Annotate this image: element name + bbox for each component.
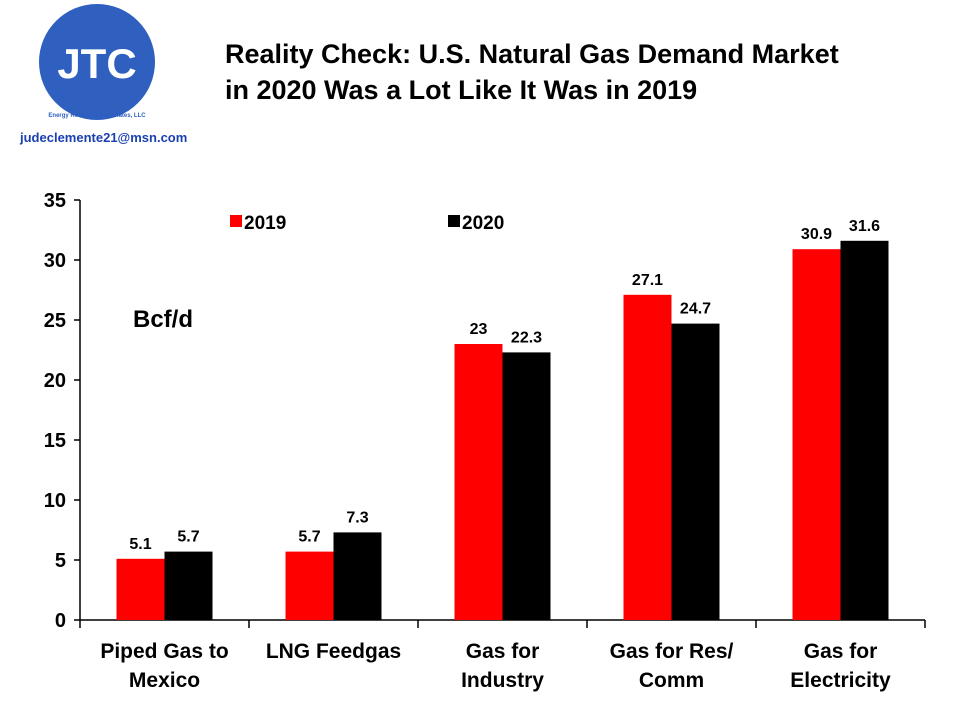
chart-title: Reality Check: U.S. Natural Gas Demand M… [225,39,839,69]
legend-label: 2020 [462,213,504,234]
value-label: 7.3 [346,509,368,526]
logo-company: Energy Research Associates, LLC [48,113,146,119]
x-tick-label: Gas for Res/ [610,640,734,663]
x-tick-label: Industry [461,669,544,692]
y-tick-label: 15 [44,430,66,452]
x-tick-label: LNG Feedgas [266,640,401,663]
logo-circle [39,4,155,120]
x-tick-label: Gas for [804,640,878,663]
y-tick-label: 25 [44,310,66,332]
value-label: 24.7 [680,301,711,318]
value-label: 5.7 [298,529,320,546]
bar [671,323,720,620]
y-tick-label: 35 [44,190,66,212]
bar [285,551,334,620]
bar [792,249,841,620]
bar [116,558,165,620]
logo-initials: JTC [57,40,136,87]
logo-email: judeclemente21@msn.com [19,130,187,145]
x-tick-label: Piped Gas to [100,640,228,663]
value-label: 31.6 [849,218,880,235]
x-tick-label: Mexico [129,669,200,692]
y-tick-label: 0 [55,610,66,632]
legend-swatch [448,215,460,227]
value-label: 5.1 [129,536,151,553]
value-label: 5.7 [177,529,199,546]
legend-label: 2019 [244,213,286,234]
bar [623,294,672,620]
value-label: 22.3 [511,329,542,346]
value-label: 27.1 [632,272,663,289]
y-tick-label: 30 [44,250,66,272]
chart-title: in 2020 Was a Lot Like It Was in 2019 [225,75,697,105]
y-tick-label: 10 [44,490,66,512]
bar [454,344,503,620]
y-tick-label: 5 [55,550,66,572]
bar [333,532,382,620]
legend-swatch [230,215,242,227]
x-tick-label: Electricity [790,669,891,692]
y-tick-label: 20 [44,370,66,392]
x-tick-label: Gas for [466,640,540,663]
bar [502,352,551,620]
value-label: 23 [470,321,488,338]
x-tick-label: Comm [639,669,704,692]
value-label: 30.9 [801,226,832,243]
bar [164,551,213,620]
unit-annotation: Bcf/d [133,306,193,333]
bar [840,240,889,621]
